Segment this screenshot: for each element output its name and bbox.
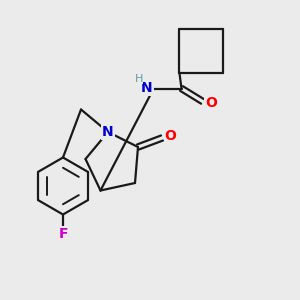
Text: F: F (58, 227, 68, 241)
Text: N: N (141, 82, 153, 95)
Text: O: O (164, 129, 176, 142)
Text: N: N (102, 125, 114, 139)
Text: H: H (134, 74, 143, 84)
Text: O: O (205, 96, 217, 110)
